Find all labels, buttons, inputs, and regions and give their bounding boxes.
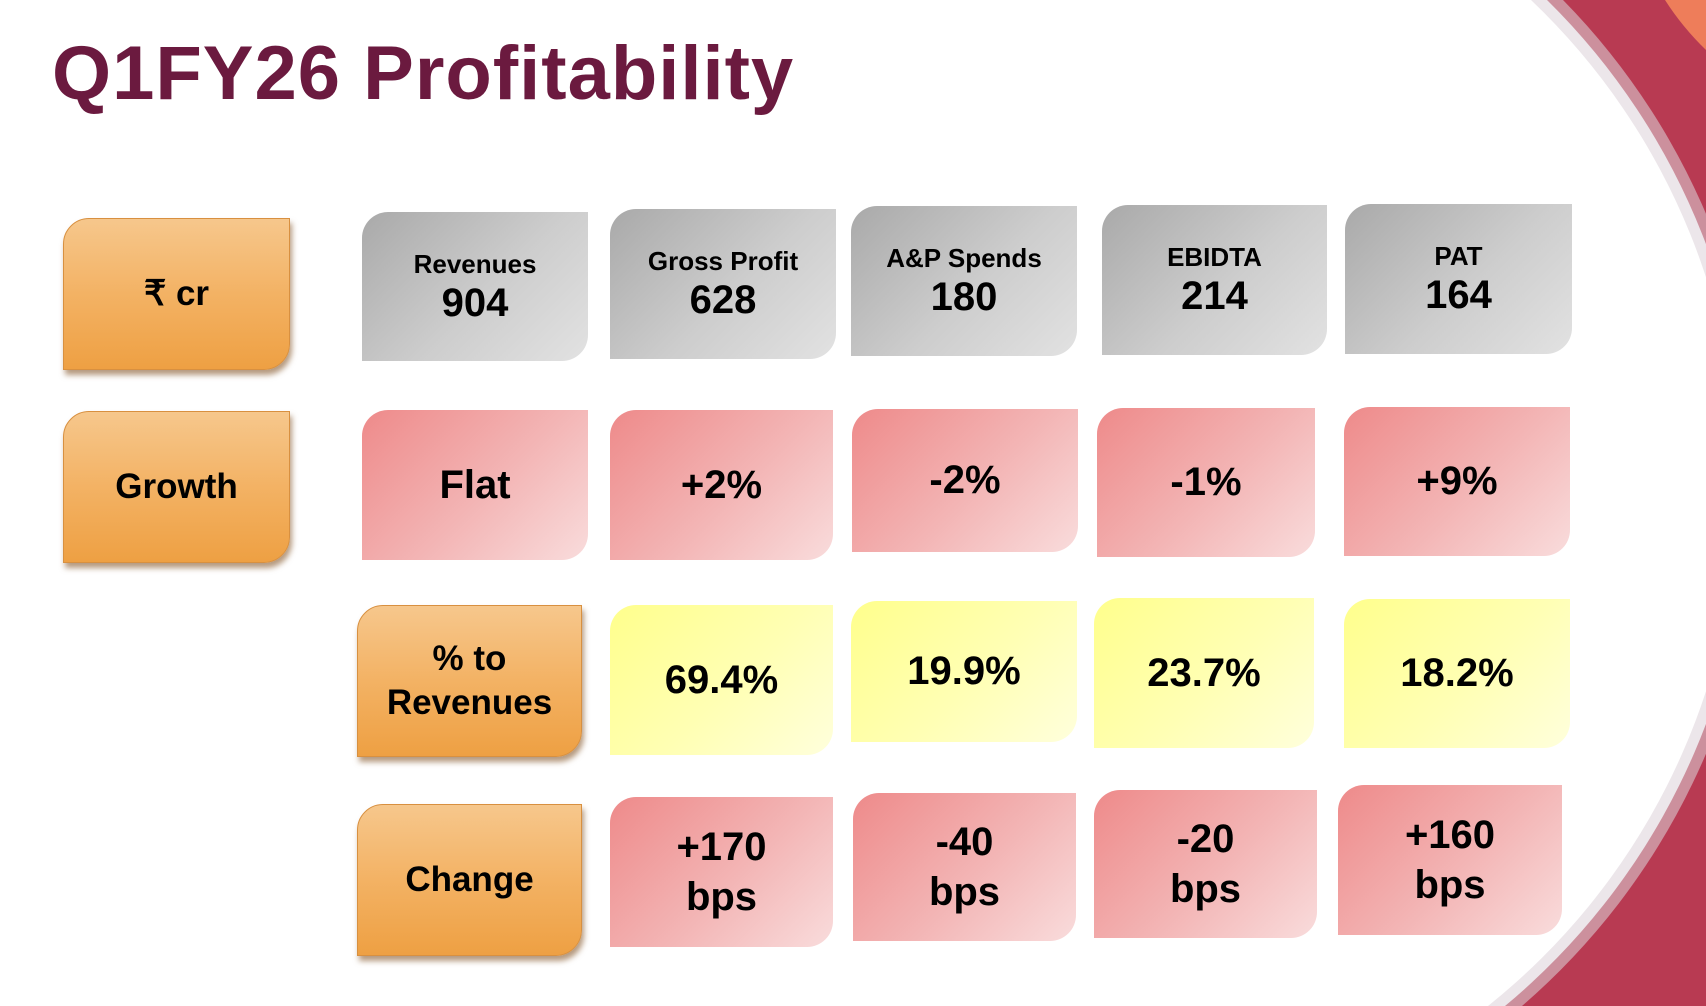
metric-gross-profit: Gross Profit 628 [610,209,836,359]
metric-pat: PAT 164 [1345,204,1572,354]
change-unit: bps [928,870,1001,914]
metric-name: Gross Profit [647,246,799,276]
row-label-pct-to-revenues: % to Revenues [357,605,582,757]
change-unit: bps [1414,863,1486,907]
change-unit: bps [685,875,758,919]
pct-ap-spends: 19.9% [851,601,1077,742]
change-value: +170 [676,825,767,869]
growth-revenues: Flat [362,410,588,560]
row-label-unit: ₹ cr [63,218,290,370]
change-value: -20 [1176,817,1235,861]
growth-pat: +9% [1344,407,1570,556]
pct-pat: 18.2% [1344,599,1570,748]
metric-value: 904 [441,280,509,325]
metric-value: 628 [689,278,757,322]
metric-name: EBIDTA [1167,242,1262,272]
change-ebidta: -20 bps [1094,790,1317,938]
metric-name: A&P Spends [886,243,1042,273]
pct-gross-profit: 69.4% [610,605,833,755]
metric-ap-spends: A&P Spends 180 [851,206,1077,356]
change-pat: +160 bps [1338,785,1562,935]
growth-label: Growth [115,467,238,506]
pct-ebidta: 23.7% [1094,598,1314,748]
unit-label: ₹ cr [143,274,210,313]
page-title: Q1FY26 Profitability [52,31,795,116]
metric-name: Revenues [413,248,537,279]
growth-ebidta: -1% [1097,408,1315,557]
change-ap-spends: -40 bps [853,793,1076,941]
change-value: -40 [935,820,994,864]
row-label-change: Change [357,804,582,956]
change-gross-profit: +170 bps [610,797,833,947]
row-label-growth: Growth [63,411,290,563]
metric-name: PAT [1434,241,1483,271]
change-value: +160 [1404,813,1496,857]
metric-revenues: Revenues 904 [362,212,588,361]
orange-arc [1665,0,1706,50]
metric-value: 180 [930,275,998,319]
metric-value: 164 [1425,273,1492,317]
change-label: Change [405,860,534,899]
metric-value: 214 [1181,274,1248,318]
metric-ebidta: EBIDTA 214 [1102,205,1327,355]
pct-label: % to Revenues [386,639,553,722]
change-unit: bps [1169,867,1242,911]
growth-ap-spends: -2% [852,409,1078,552]
growth-gross-profit: +2% [610,410,833,560]
